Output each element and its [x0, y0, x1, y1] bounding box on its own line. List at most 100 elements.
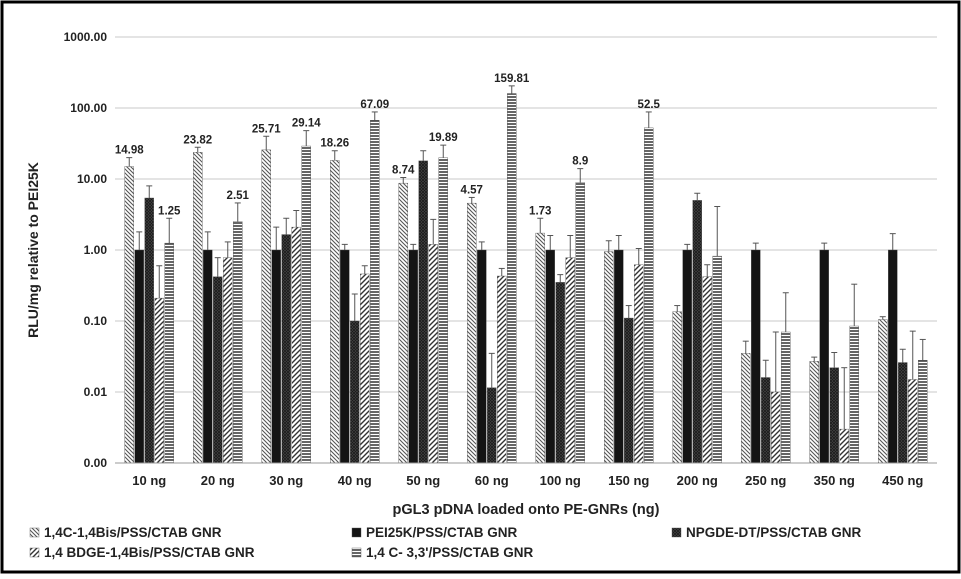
bar: [497, 275, 507, 464]
x-tick-label: 150 ng: [608, 473, 649, 488]
legend-label: NPGDE-DT/PSS/CTAB GNR: [686, 525, 862, 540]
x-tick-label: 20 ng: [201, 473, 235, 488]
bar: [819, 249, 829, 464]
bar: [507, 93, 517, 464]
bar: [604, 251, 614, 464]
bar: [164, 242, 174, 464]
bar: [614, 249, 624, 464]
legend-swatch: [29, 527, 40, 538]
bar: [360, 273, 370, 464]
bar: [809, 361, 819, 464]
y-tick-label: 1000.00: [64, 30, 108, 44]
x-tick-label: 100 ng: [540, 473, 581, 488]
data-label: 18.26: [320, 138, 349, 150]
y-tick-label: 10.00: [77, 172, 107, 186]
bar: [692, 200, 702, 464]
legend-label: 1,4 C- 3,3'/PSS/CTAB GNR: [366, 545, 533, 560]
data-label: 52.5: [638, 99, 661, 111]
bar: [535, 232, 545, 464]
x-tick-label: 450 ng: [882, 473, 923, 488]
bar: [682, 249, 692, 464]
bar: [751, 249, 761, 464]
grid-lines: [115, 36, 937, 393]
data-label: 4.57: [461, 184, 483, 196]
data-label: 14.98: [115, 145, 144, 157]
bar: [213, 276, 223, 464]
bar: [134, 249, 144, 464]
data-label: 1.73: [529, 205, 551, 217]
error-bars: [126, 85, 926, 430]
bar: [555, 282, 565, 464]
bar: [888, 249, 898, 464]
bar: [545, 249, 555, 464]
axes: 0.00 0.01 0.10 1.00 10.00 100.00 1000.00 10 ng 2…: [25, 30, 937, 518]
x-tick-label: 10 ng: [132, 473, 166, 488]
bar: [918, 360, 928, 464]
bar: [712, 255, 722, 464]
bar: [741, 353, 751, 464]
x-tick-label: 40 ng: [338, 473, 372, 488]
bar: [261, 149, 271, 464]
bar: [908, 379, 918, 464]
bar: [565, 257, 575, 464]
legend-swatch: [29, 547, 40, 558]
x-tick-label: 250 ng: [745, 473, 786, 488]
data-label: 1.25: [158, 205, 181, 217]
data-label: 2.51: [227, 190, 250, 202]
bar: [878, 319, 888, 464]
data-label: 19.89: [429, 132, 458, 144]
bar: [624, 317, 634, 464]
data-label: 8.9: [572, 156, 588, 168]
bar: [144, 197, 154, 464]
bar: [271, 249, 281, 464]
data-label: 29.14: [292, 118, 321, 130]
bar: [193, 152, 203, 464]
bar: [418, 160, 428, 464]
bar: [644, 127, 654, 464]
bar: [301, 145, 311, 464]
legend-label: 1,4C-1,4Bis/PSS/CTAB GNR: [44, 525, 222, 540]
y-tick-label: 0.00: [84, 456, 108, 470]
bar: [291, 226, 301, 464]
legend-swatch: [671, 527, 682, 538]
bar: [771, 391, 781, 464]
x-tick-label: 30 ng: [269, 473, 303, 488]
bar: [124, 166, 134, 464]
y-tick-label: 0.10: [84, 314, 108, 328]
x-tick-label: 200 ng: [677, 473, 718, 488]
x-tick-label: 50 ng: [406, 473, 440, 488]
bar: [428, 244, 438, 464]
bar: [839, 428, 849, 464]
data-label: 8.74: [392, 164, 415, 176]
bar: [398, 182, 408, 464]
bar: [477, 249, 487, 464]
bar: [223, 257, 233, 464]
bar: [829, 367, 839, 464]
bar: [849, 325, 859, 464]
bar: [154, 297, 164, 464]
bar: [761, 377, 771, 464]
x-tick-label: 350 ng: [814, 473, 855, 488]
y-tick-label: 0.01: [84, 385, 108, 399]
bar: [233, 221, 243, 464]
bar: [350, 320, 360, 464]
y-tick-label: 1.00: [84, 243, 108, 257]
legend-label: 1,4 BDGE-1,4Bis/PSS/CTAB GNR: [44, 545, 255, 560]
bar: [203, 249, 213, 464]
data-label: 159.81: [494, 73, 530, 85]
x-tick-label: 60 ng: [475, 473, 509, 488]
bar: [672, 311, 682, 464]
bar: [575, 182, 585, 464]
bar: [408, 249, 418, 464]
bar: [467, 202, 477, 464]
bar: [634, 264, 644, 464]
bars: [124, 93, 928, 464]
bar: [487, 387, 497, 464]
data-labels: 14.98 1.25 23.82 2.51 25.71 29.14 18.26 67.09 8.…: [115, 73, 661, 217]
bar: [702, 276, 712, 464]
legend: 1,4C-1,4Bis/PSS/CTAB GNR PEI25K/PSS/CTAB …: [29, 525, 862, 560]
legend-label: PEI25K/PSS/CTAB GNR: [366, 525, 518, 540]
bar: [781, 331, 791, 464]
bar: [281, 234, 291, 464]
y-tick-label: 100.00: [70, 101, 107, 115]
